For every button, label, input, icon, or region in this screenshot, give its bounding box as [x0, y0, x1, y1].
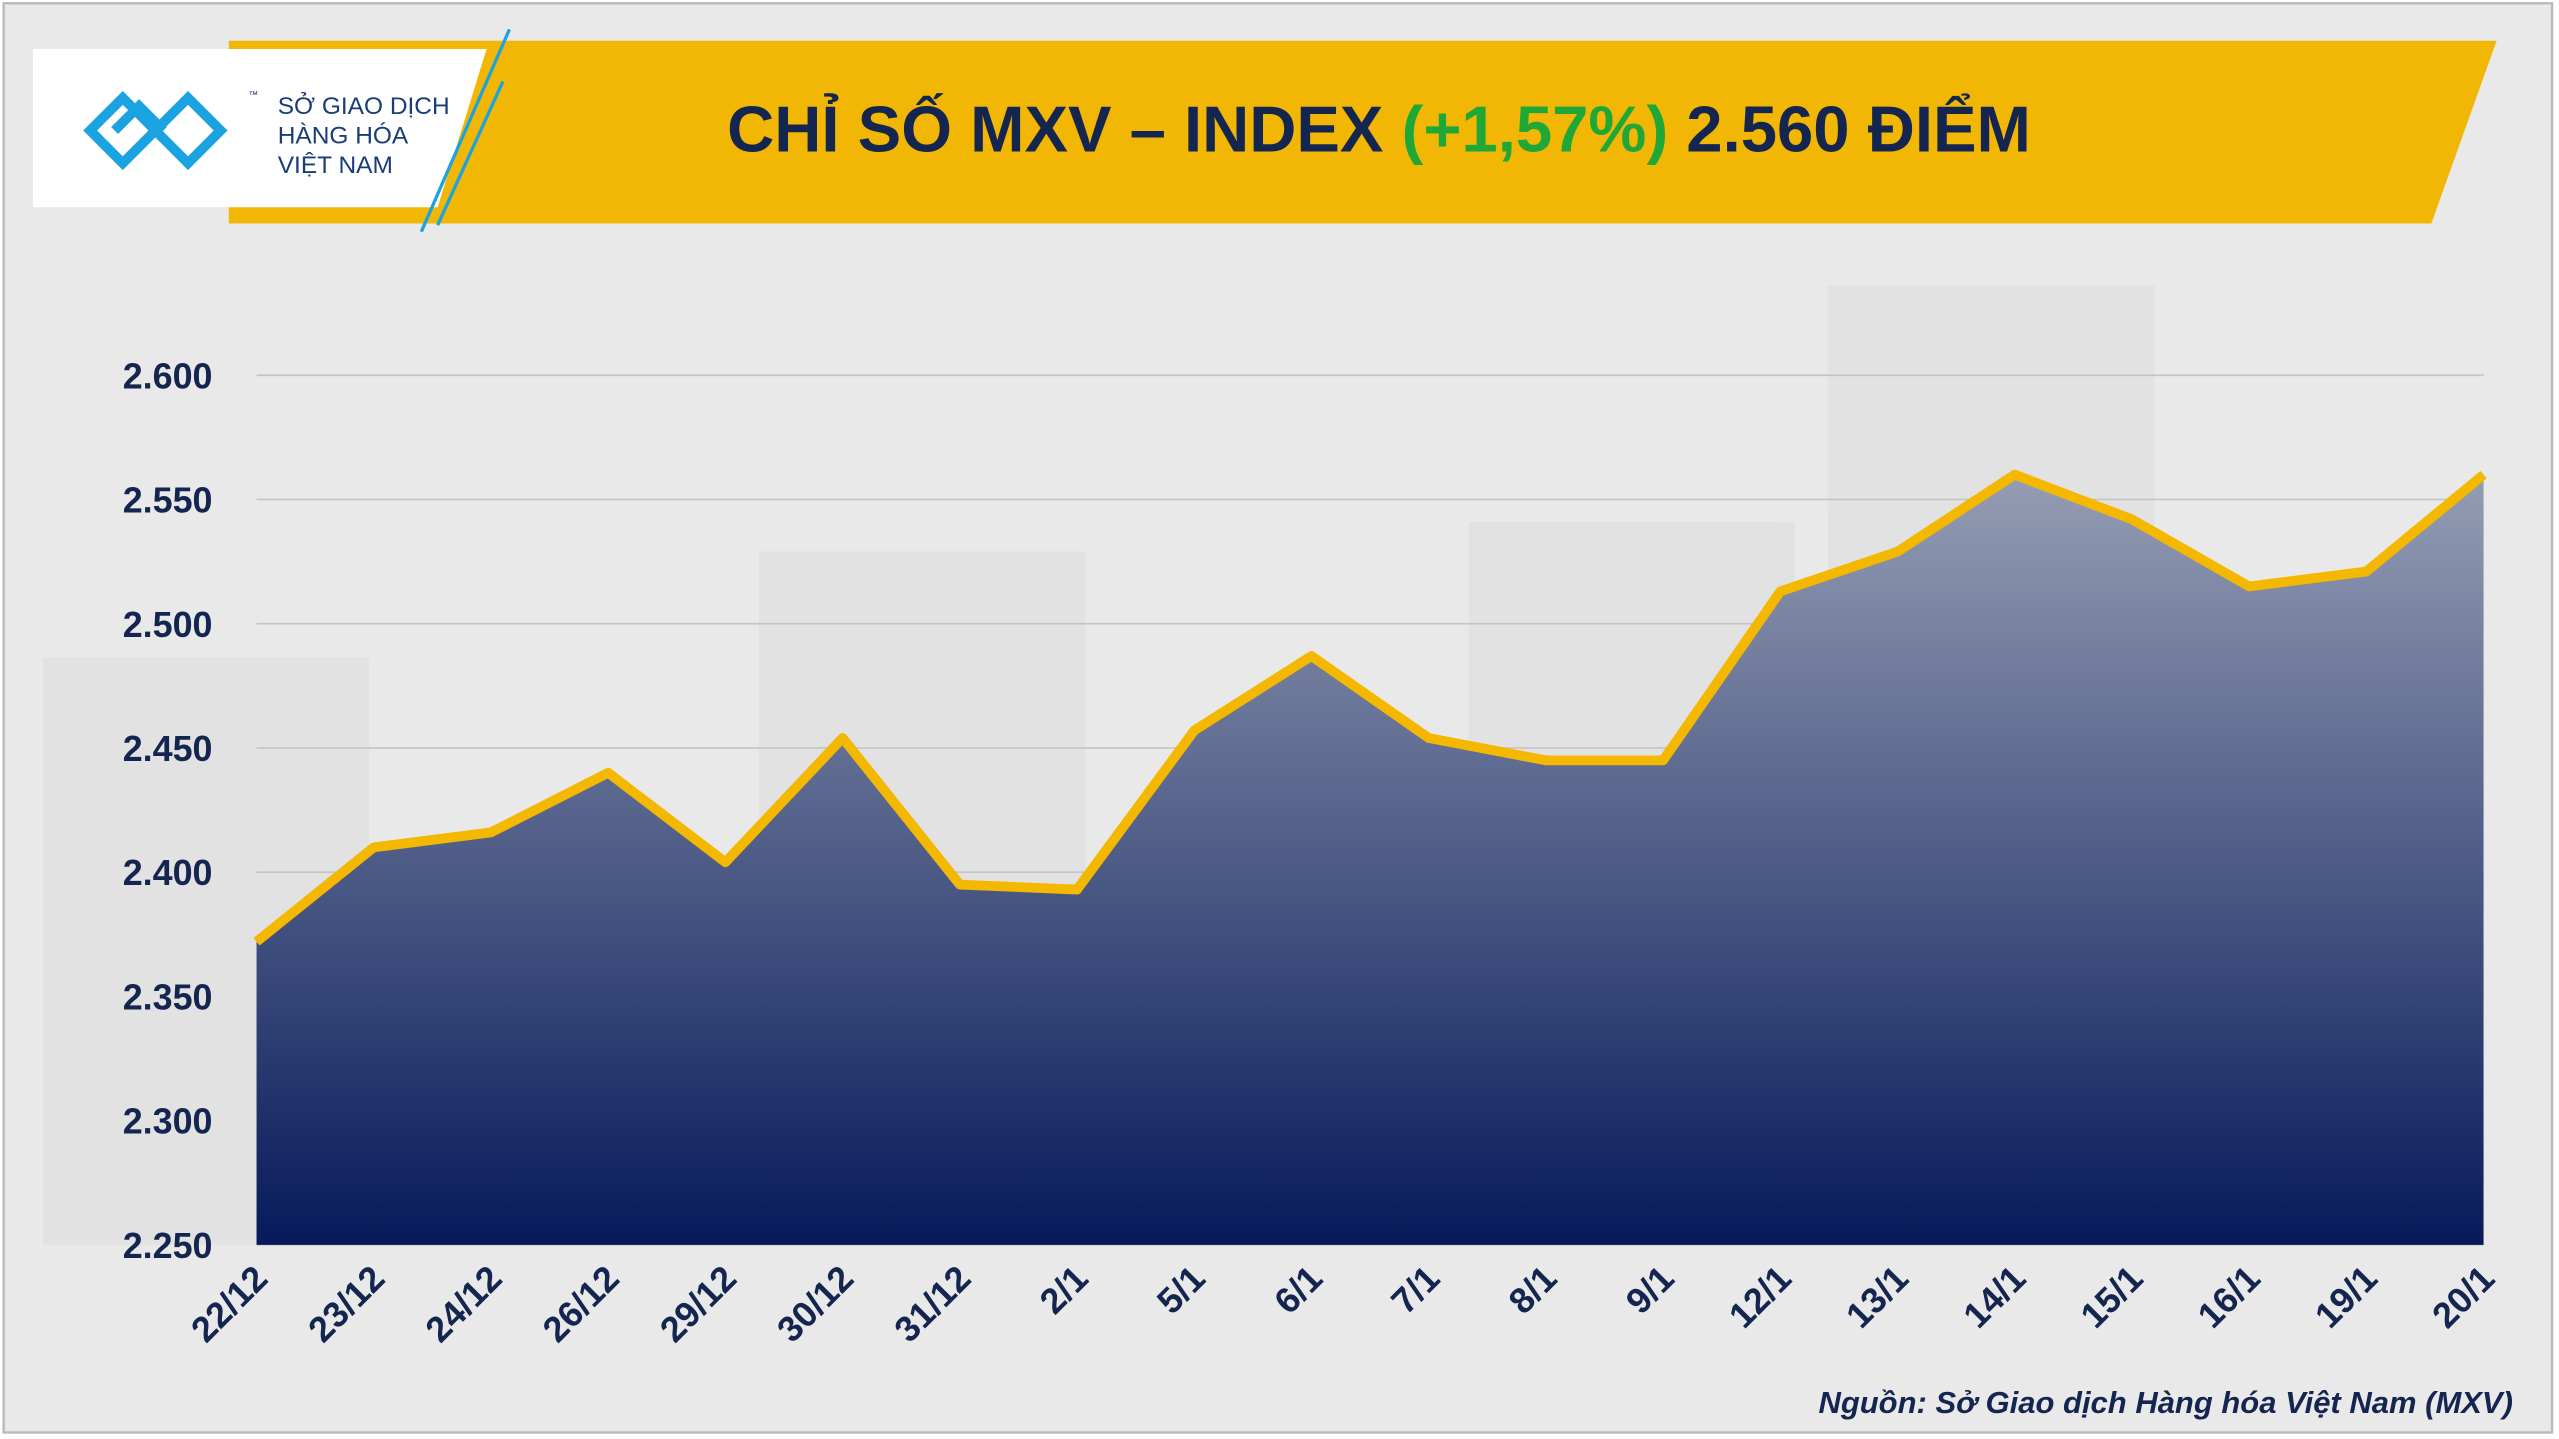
y-tick-label: 2.350: [123, 977, 213, 1017]
y-tick-label: 2.450: [123, 729, 213, 769]
logo-mark: [83, 90, 228, 171]
y-tick-label: 2.400: [123, 853, 213, 893]
logo-tm: ™: [248, 90, 258, 101]
title-change: (+1,57%): [1402, 93, 1669, 166]
area: [256, 474, 2484, 1245]
chart-title: CHỈ SỐ MXV – INDEX (+1,57%) 2.560 ĐIỂM: [727, 93, 2031, 166]
title-banner: [228, 40, 2497, 224]
accent-line: [419, 28, 511, 233]
y-tick-label: 2.300: [123, 1102, 213, 1142]
source-note: Nguồn: Sở Giao dịch Hàng hóa Việt Nam (M…: [1818, 1385, 2512, 1420]
logo-text: HÀNG HÓA: [278, 123, 409, 150]
logo-text: SỞ GIAO DỊCH: [278, 91, 450, 120]
y-tick-label: 2.500: [123, 605, 213, 645]
logo-box: [33, 48, 487, 208]
y-tick-label: 2.600: [123, 356, 213, 396]
y-tick-label: 2.250: [123, 1226, 213, 1266]
title-value: 2.560 ĐIỂM: [1686, 93, 2031, 166]
y-tick-label: 2.550: [123, 481, 213, 521]
accent-line: [436, 80, 505, 226]
title-text: CHỈ SỐ MXV – INDEX: [727, 93, 1383, 166]
line: [253, 469, 2487, 946]
logo-text: VIỆT NAM: [278, 152, 393, 179]
